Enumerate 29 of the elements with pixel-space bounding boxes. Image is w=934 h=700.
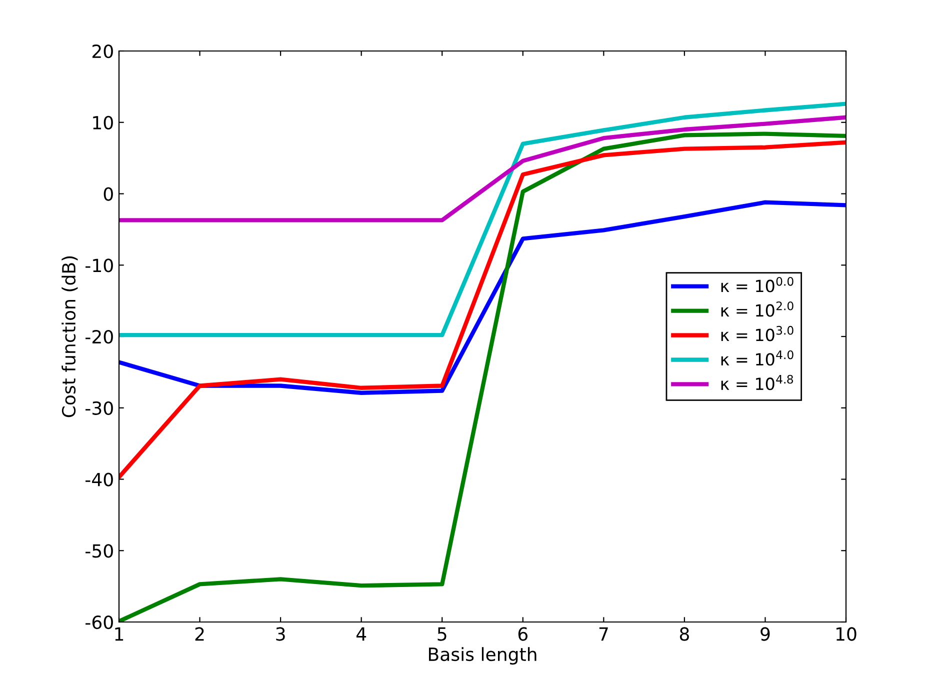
x-tick-label: 9	[760, 627, 770, 641]
line-series	[119, 200, 846, 395]
y-tick-label: -50	[86, 544, 113, 558]
x-tick-label: 3	[276, 627, 285, 641]
line-series	[119, 140, 846, 480]
legend-label: κ = 10$^{4.0}$	[721, 350, 794, 366]
x-tick-label: 2	[195, 627, 204, 641]
legend-label: κ = 10$^{3.0}$	[721, 326, 794, 342]
y-tick-label: -20	[86, 330, 113, 344]
y-tick-label: 20	[92, 44, 113, 58]
x-tick-label: 1	[115, 627, 124, 641]
y-tick-label: -60	[86, 615, 113, 630]
y-tick-label: -10	[86, 258, 113, 272]
line-series	[119, 115, 846, 222]
x-axis-title: Basis length	[428, 647, 536, 665]
y-tick-label: 10	[93, 116, 113, 130]
legend-label: κ = 10$^{4.8}$	[721, 374, 794, 390]
y-tick-label: 0	[104, 187, 113, 201]
x-tick-label: 4	[356, 627, 366, 641]
legend-label: κ = 10$^{0.0}$	[721, 277, 794, 292]
x-tick-label: 10	[836, 627, 856, 641]
x-tick-label: 5	[438, 627, 446, 641]
x-tick-label: 6	[518, 627, 528, 641]
y-tick-label: -40	[86, 472, 113, 486]
x-tick-label: 8	[680, 627, 689, 641]
y-tick-label: -30	[86, 401, 113, 415]
legend-label: κ = 10$^{2.0}$	[721, 301, 794, 317]
y-axis-title: Cost function (dB)	[62, 256, 78, 418]
x-tick-label: 7	[599, 627, 608, 641]
